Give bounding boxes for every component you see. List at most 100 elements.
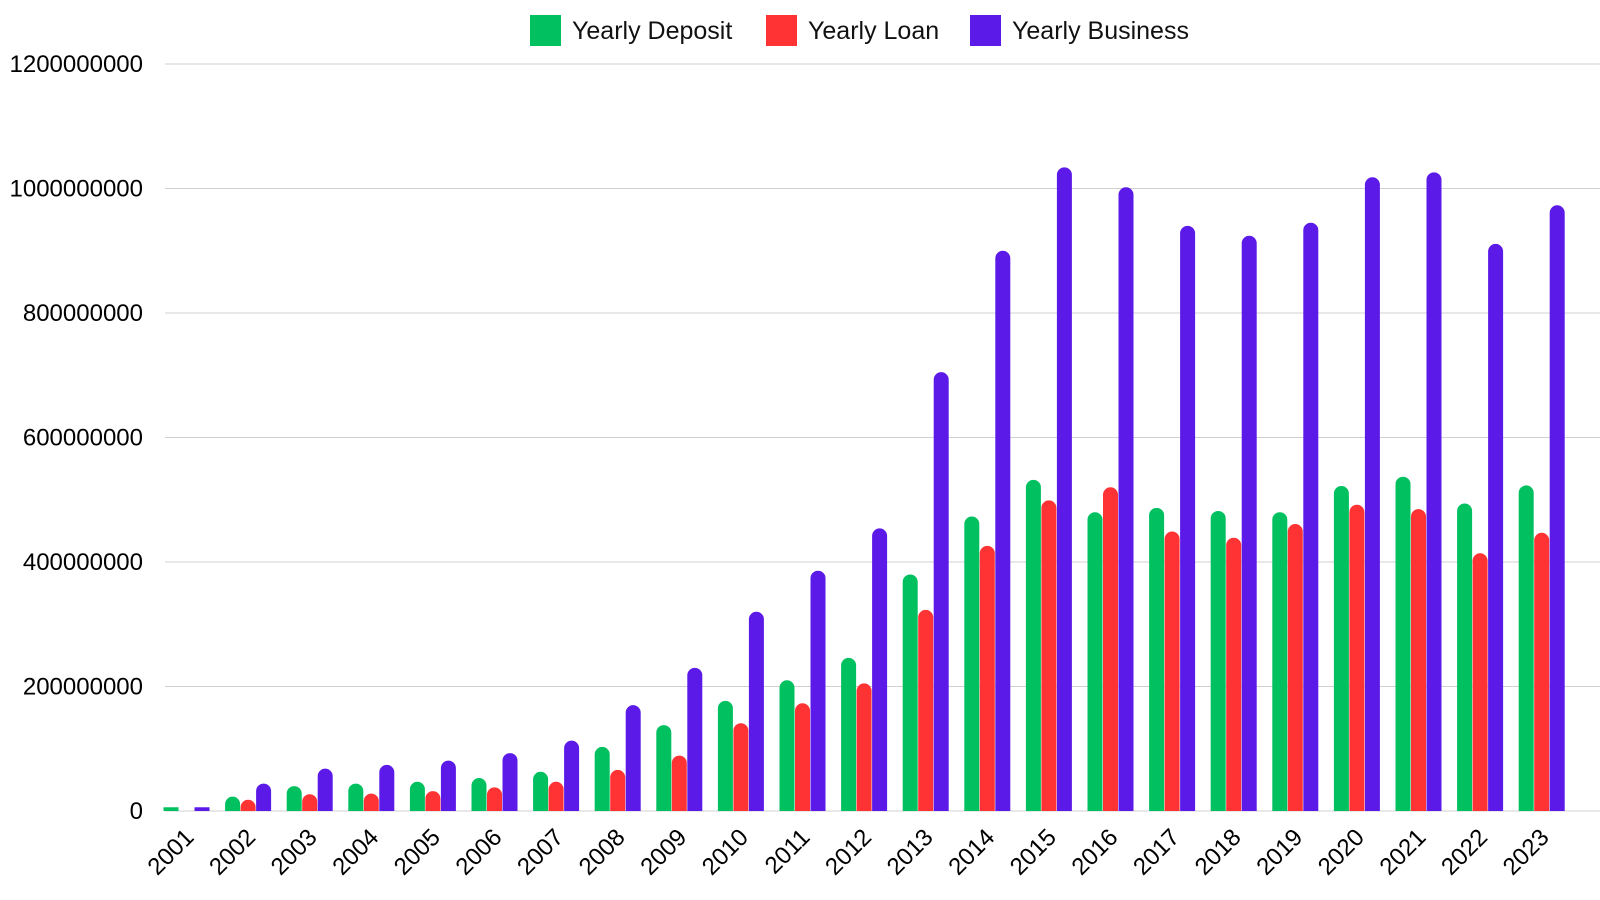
bar-yearly-loan-2021 — [1411, 509, 1426, 811]
legend-label: Yearly Loan — [808, 17, 939, 45]
x-tick-label: 2004 — [327, 824, 384, 881]
x-tick-label: 2018 — [1190, 824, 1247, 881]
x-tick-label: 2016 — [1067, 824, 1124, 881]
bar-yearly-business-2007 — [564, 740, 580, 811]
bar-yearly-business-2004 — [379, 764, 395, 811]
y-tick-label: 600000000 — [23, 425, 143, 452]
bar-yearly-loan-2017 — [1164, 531, 1180, 811]
bar-yearly-deposit-2010 — [717, 700, 733, 811]
x-tick-label: 2017 — [1128, 824, 1185, 881]
y-tick-label: 800000000 — [23, 300, 143, 327]
x-tick-label: 2010 — [697, 824, 754, 881]
bar-yearly-deposit-2003 — [286, 786, 302, 811]
bar-yearly-business-2009 — [687, 667, 703, 811]
x-tick-label: 2014 — [943, 824, 1000, 881]
bar-yearly-business-2002 — [256, 783, 272, 811]
bar-yearly-deposit-2004 — [348, 783, 364, 811]
bar-yearly-business-2018 — [1241, 235, 1257, 811]
bar-yearly-loan-2023 — [1534, 532, 1550, 811]
legend-swatch — [766, 15, 797, 46]
bar-yearly-deposit-2006 — [471, 778, 487, 811]
x-tick-label: 2001 — [143, 824, 200, 881]
legend-item-yearly-business: Yearly Business — [970, 15, 1189, 46]
legend-item-yearly-deposit: Yearly Deposit — [530, 15, 732, 46]
legend-label: Yearly Deposit — [572, 17, 732, 45]
bar-yearly-loan-2022 — [1472, 553, 1488, 811]
bar-yearly-loan-2010 — [733, 723, 749, 811]
x-tick-label: 2008 — [574, 824, 631, 881]
bars — [163, 167, 1565, 812]
x-tick-label: 2002 — [204, 824, 261, 881]
bar-yearly-business-2015 — [1056, 167, 1072, 811]
bar-yearly-loan-2009 — [671, 755, 687, 811]
bar-yearly-loan-2012 — [856, 683, 872, 811]
bar-yearly-loan-2014 — [979, 545, 995, 811]
bar-yearly-deposit-2018 — [1210, 510, 1226, 811]
bar-yearly-business-2016 — [1118, 187, 1134, 811]
x-tick-label: 2021 — [1375, 824, 1432, 881]
bar-yearly-business-2001 — [194, 807, 210, 811]
bar-yearly-business-2020 — [1364, 177, 1380, 812]
bar-yearly-deposit-2005 — [409, 781, 425, 811]
bar-yearly-business-2023 — [1549, 205, 1565, 812]
y-tick-label: 1000000000 — [10, 176, 143, 203]
legend-item-yearly-loan: Yearly Loan — [766, 15, 939, 46]
bar-yearly-business-2014 — [995, 250, 1011, 811]
bar-yearly-deposit-2002 — [225, 796, 241, 811]
x-tick-label: 2015 — [1005, 824, 1062, 881]
bar-yearly-deposit-2019 — [1272, 512, 1288, 811]
y-tick-label: 0 — [130, 798, 143, 825]
bar-yearly-business-2013 — [933, 372, 949, 811]
bar-yearly-deposit-2007 — [533, 771, 549, 811]
bar-yearly-business-2010 — [748, 611, 764, 811]
y-axis: 0 200000000 400000000 600000000 800000000 100… — [10, 51, 143, 825]
y-tick-label: 1200000000 — [10, 51, 143, 78]
bar-yearly-deposit-2014 — [964, 516, 980, 811]
x-tick-label: 2006 — [451, 824, 508, 881]
legend-swatch — [970, 15, 1001, 46]
x-tick-label: 2012 — [820, 824, 877, 881]
bar-yearly-business-2006 — [502, 753, 518, 811]
x-tick-label: 2011 — [760, 824, 816, 880]
legend-label: Yearly Business — [1012, 17, 1189, 45]
bar-yearly-loan-2002 — [240, 799, 256, 811]
x-tick-label: 2022 — [1436, 824, 1493, 881]
y-tick-label: 400000000 — [23, 549, 143, 576]
bar-yearly-loan-2005 — [425, 791, 441, 811]
bar-yearly-loan-2019 — [1287, 524, 1303, 811]
x-tick-label: 2020 — [1313, 824, 1370, 881]
bar-yearly-loan-2006 — [487, 787, 502, 811]
bar-yearly-deposit-2012 — [841, 657, 857, 811]
bar-yearly-loan-2004 — [363, 793, 379, 811]
bar-yearly-business-2021 — [1426, 172, 1442, 811]
bar-yearly-deposit-2011 — [779, 680, 795, 811]
bar-yearly-deposit-2015 — [1025, 479, 1041, 811]
bar-yearly-business-2008 — [625, 705, 641, 811]
legend-swatch — [530, 15, 561, 46]
x-tick-label: 2023 — [1498, 824, 1555, 881]
x-tick-label: 2005 — [389, 824, 446, 881]
bar-yearly-deposit-2022 — [1457, 503, 1473, 811]
bar-yearly-loan-2013 — [918, 609, 934, 811]
bar-yearly-business-2011 — [810, 570, 826, 811]
bar-yearly-deposit-2001 — [163, 807, 179, 811]
bar-yearly-loan-2018 — [1226, 537, 1242, 811]
x-tick-label: 2013 — [882, 824, 939, 881]
bar-yearly-deposit-2008 — [594, 746, 610, 811]
bar-yearly-business-2005 — [440, 760, 456, 811]
bar-yearly-loan-2016 — [1103, 487, 1118, 811]
x-tick-label: 2003 — [266, 824, 323, 881]
bar-yearly-deposit-2020 — [1333, 486, 1349, 811]
bar-yearly-deposit-2017 — [1149, 507, 1165, 811]
y-tick-label: 200000000 — [23, 674, 143, 701]
bar-yearly-business-2019 — [1303, 222, 1319, 811]
x-tick-label: 2009 — [635, 824, 692, 881]
bar-yearly-business-2017 — [1180, 225, 1196, 811]
bar-yearly-loan-2007 — [548, 781, 564, 811]
bar-yearly-loan-2011 — [795, 703, 810, 811]
bar-yearly-deposit-2023 — [1518, 485, 1534, 811]
bar-yearly-deposit-2013 — [902, 574, 918, 811]
x-tick-label: 2007 — [512, 824, 569, 881]
bar-yearly-deposit-2009 — [656, 725, 672, 811]
